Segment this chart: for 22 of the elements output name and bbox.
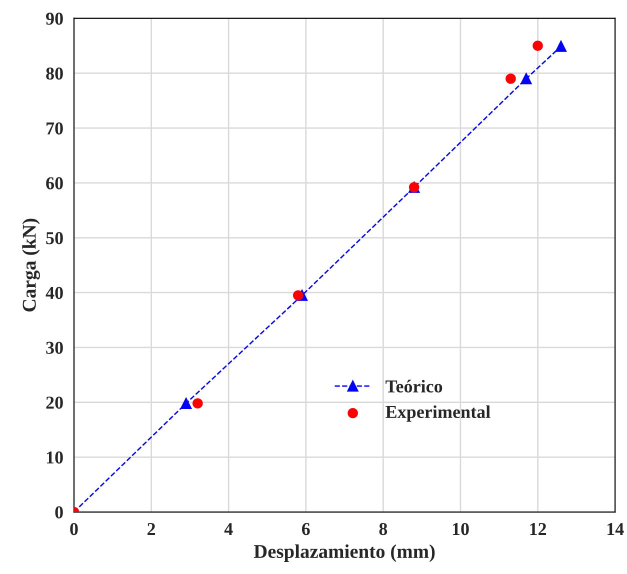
y-tick-label: 20 (46, 396, 63, 409)
y-tick-label: 60 (46, 177, 63, 190)
y-tick-label: 10 (46, 451, 63, 464)
y-tick-label: 0 (55, 506, 63, 518)
y-tick-label: 40 (46, 286, 63, 300)
y-tick-label: 70 (46, 122, 63, 135)
x-tick-label: 4 (224, 523, 233, 535)
x-tick-label: 14 (608, 523, 624, 535)
legend-label: Experimental (386, 405, 490, 422)
x-axis-title: Desplazamiento (mm) (254, 544, 435, 562)
y-tick-label: 50 (46, 232, 63, 244)
y-tick-label: 90 (46, 12, 63, 25)
x-tick-label: 8 (379, 522, 388, 536)
y-tick-label: 80 (46, 67, 63, 80)
y-tick-label: 30 (46, 342, 63, 354)
x-tick-label: 12 (530, 522, 546, 535)
x-tick-label: 0 (70, 522, 78, 536)
x-tick-label: 2 (148, 522, 156, 535)
y-axis-title: Carga (kN) (22, 218, 40, 312)
x-tick-label: 6 (302, 522, 310, 536)
x-tick-label: 10 (452, 522, 469, 536)
legend-label: Teórico (386, 380, 442, 393)
